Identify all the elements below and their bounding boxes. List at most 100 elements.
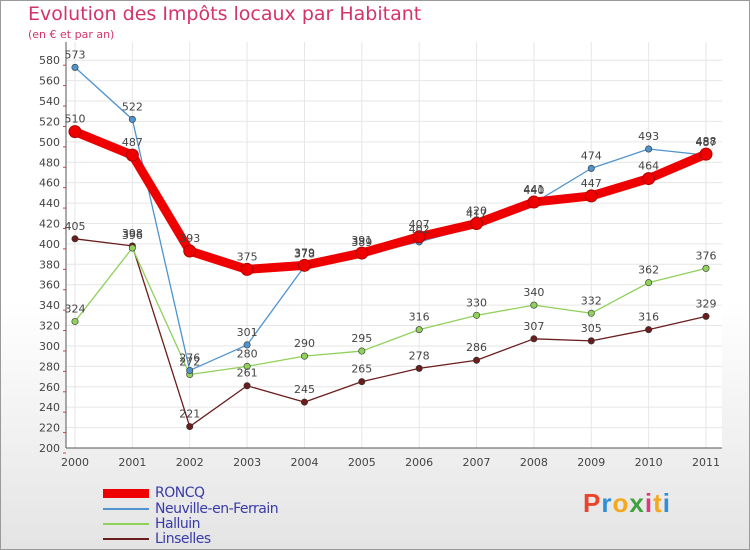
point-roncq: [183, 244, 197, 258]
point-halluin: [71, 317, 79, 325]
data-label: 245: [294, 383, 315, 396]
y-tick-label: 560: [39, 75, 60, 88]
legend-label: Neuville-en-Ferrain: [155, 501, 279, 517]
data-label: 522: [122, 100, 143, 113]
data-label: 362: [638, 264, 659, 277]
point-halluin: [243, 362, 251, 370]
data-label: 221: [179, 408, 200, 421]
y-tick-label: 260: [39, 381, 60, 394]
point-halluin: [473, 311, 481, 319]
logo-letter: t: [653, 488, 663, 518]
logo-letter: o: [612, 488, 630, 518]
x-tick-label: 2010: [635, 456, 663, 469]
data-label: 398: [122, 227, 143, 240]
point-linselles: [300, 398, 308, 406]
data-label: 487: [696, 136, 717, 149]
point-halluin: [530, 301, 538, 309]
series-line-halluin: [74, 247, 707, 376]
data-label: 272: [179, 356, 200, 369]
point-roncq: [699, 147, 713, 161]
data-label: 375: [237, 250, 258, 263]
data-label: 265: [351, 363, 372, 376]
logo-letter: i: [644, 488, 654, 518]
point-roncq: [125, 148, 139, 162]
x-tick-label: 2000: [61, 456, 89, 469]
data-label: 376: [696, 249, 717, 262]
point-roncq: [297, 258, 311, 272]
x-tick-label: 2008: [520, 456, 548, 469]
point-linselles: [358, 378, 366, 386]
point-neuville-en-ferrain: [645, 145, 653, 153]
point-neuville-en-ferrain: [128, 115, 136, 123]
y-tick-label: 500: [39, 136, 60, 149]
legend-swatch: [103, 538, 149, 540]
point-linselles: [645, 326, 653, 334]
point-linselles: [587, 337, 595, 345]
point-roncq: [355, 246, 369, 260]
y-tick-label: 200: [39, 442, 60, 455]
data-label: 402: [409, 223, 430, 236]
data-label: 391: [351, 234, 372, 247]
data-label: 332: [581, 294, 602, 307]
legend-label: Linselles: [155, 531, 211, 547]
data-label: 378: [294, 247, 315, 260]
y-tick-label: 220: [39, 422, 60, 435]
chart-subtitle: (en € et par an): [28, 28, 115, 41]
data-label: 324: [65, 302, 86, 315]
y-tick-label: 460: [39, 177, 60, 190]
data-label: 389: [351, 236, 372, 249]
y-tick-label: 520: [39, 115, 60, 128]
series-line-roncq: [70, 127, 711, 274]
x-tick-label: 2001: [118, 456, 146, 469]
point-roncq: [240, 262, 254, 276]
point-halluin: [415, 326, 423, 334]
data-label: 493: [638, 130, 659, 143]
data-label: 307: [523, 320, 544, 333]
data-label: 295: [351, 332, 372, 345]
point-linselles: [473, 356, 481, 364]
data-label: 441: [523, 183, 544, 196]
y-tick-label: 240: [39, 401, 60, 414]
y-tick-label: 480: [39, 156, 60, 169]
data-label: 474: [581, 149, 602, 162]
x-tick-label: 2002: [176, 456, 204, 469]
legend-item: Neuville-en-Ferrain: [103, 501, 279, 517]
point-neuville-en-ferrain: [587, 164, 595, 172]
legend-label: RONCQ: [155, 485, 205, 501]
legend-swatch: [103, 488, 149, 498]
legend-item: Linselles: [103, 531, 211, 547]
data-label: 290: [294, 337, 315, 350]
point-halluin: [358, 347, 366, 355]
y-tick-label: 320: [39, 320, 60, 333]
series-layer: [68, 63, 713, 431]
data-label: 488: [696, 135, 717, 148]
x-tick-label: 2003: [233, 456, 261, 469]
point-linselles: [186, 423, 194, 431]
x-tick-label: 2004: [290, 456, 318, 469]
logo-letter: r: [601, 488, 613, 518]
point-neuville-en-ferrain: [71, 63, 79, 71]
point-roncq: [584, 189, 598, 203]
point-halluin: [587, 309, 595, 317]
data-label: 340: [523, 286, 544, 299]
data-label: 417: [466, 208, 487, 221]
point-linselles: [243, 382, 251, 390]
y-tick-label: 340: [39, 299, 60, 312]
data-label: 278: [409, 349, 430, 362]
data-label: 276: [179, 351, 200, 364]
data-label: 420: [466, 204, 487, 217]
point-linselles: [702, 312, 710, 320]
data-label: 464: [638, 160, 659, 173]
x-tick-label: 2007: [463, 456, 491, 469]
point-halluin: [702, 264, 710, 272]
point-roncq: [527, 195, 541, 209]
point-halluin: [300, 352, 308, 360]
data-label: 510: [65, 113, 86, 126]
chart-title: Evolution des Impôts locaux par Habitant: [28, 3, 422, 25]
point-roncq: [642, 172, 656, 186]
data-label: 396: [122, 229, 143, 242]
logo-letter: P: [583, 488, 602, 518]
y-tick-label: 440: [39, 197, 60, 210]
point-roncq: [68, 125, 82, 139]
